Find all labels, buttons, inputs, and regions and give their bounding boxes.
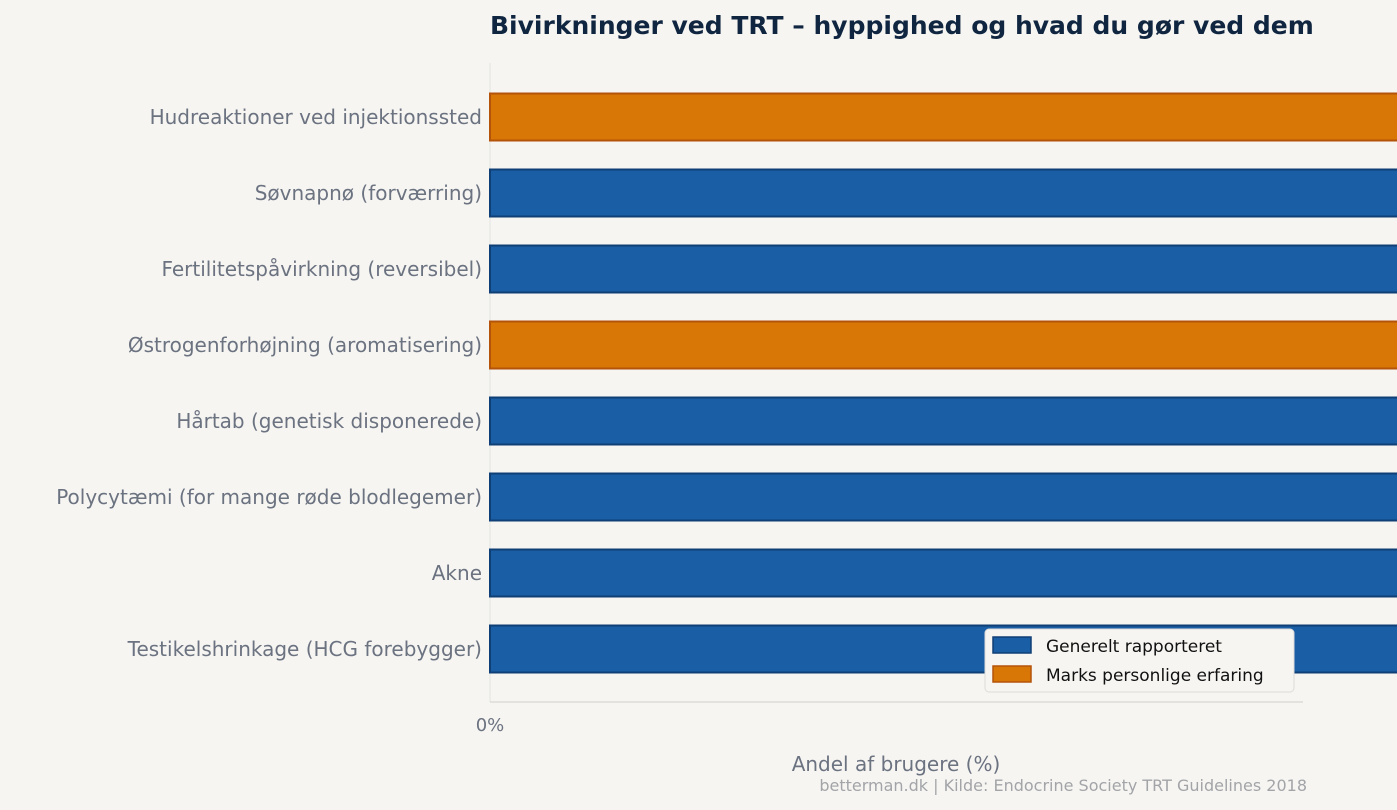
legend-swatch-marks bbox=[992, 665, 1032, 683]
legend-label-generelt: Generelt rapporteret bbox=[1046, 637, 1222, 657]
bar bbox=[489, 548, 1397, 598]
bar bbox=[489, 168, 1397, 218]
category-label: Hudreaktioner ved injektionssted bbox=[150, 105, 482, 129]
bars bbox=[489, 92, 1397, 674]
category-label: Testikelshrinkage (HCG forebygger) bbox=[127, 637, 482, 661]
grid-lines bbox=[489, 63, 1303, 703]
legend: Generelt rapporteret Marks personlige er… bbox=[984, 628, 1295, 693]
legend-label-marks: Marks personlige erfaring bbox=[1046, 666, 1264, 686]
x-axis-label: Andel af brugere (%) bbox=[792, 752, 1001, 776]
chart-title: Bivirkninger ved TRT – hyppighed og hvad… bbox=[490, 11, 1314, 40]
category-label: Søvnapnø (forværring) bbox=[255, 181, 482, 205]
labels: 0%10%20%30%40%50%60%70%80%Hudreaktioner … bbox=[56, 105, 505, 736]
bar bbox=[489, 92, 1397, 142]
bar bbox=[489, 396, 1397, 446]
bar bbox=[489, 472, 1397, 522]
source-footer: betterman.dk | Kilde: Endocrine Society … bbox=[819, 776, 1307, 795]
bar bbox=[489, 244, 1397, 294]
category-label: Fertilitetspåvirkning (reversibel) bbox=[161, 257, 482, 281]
legend-swatch-generelt bbox=[992, 636, 1032, 654]
category-label: Østrogenforhøjning (aromatisering) bbox=[128, 333, 482, 357]
category-label: Akne bbox=[432, 561, 482, 585]
x-tick-label: 0% bbox=[476, 715, 505, 736]
legend-box bbox=[984, 628, 1295, 693]
bar bbox=[489, 320, 1397, 370]
category-label: Polycytæmi (for mange røde blodlegemer) bbox=[56, 485, 482, 509]
category-label: Hårtab (genetisk disponerede) bbox=[176, 409, 482, 433]
